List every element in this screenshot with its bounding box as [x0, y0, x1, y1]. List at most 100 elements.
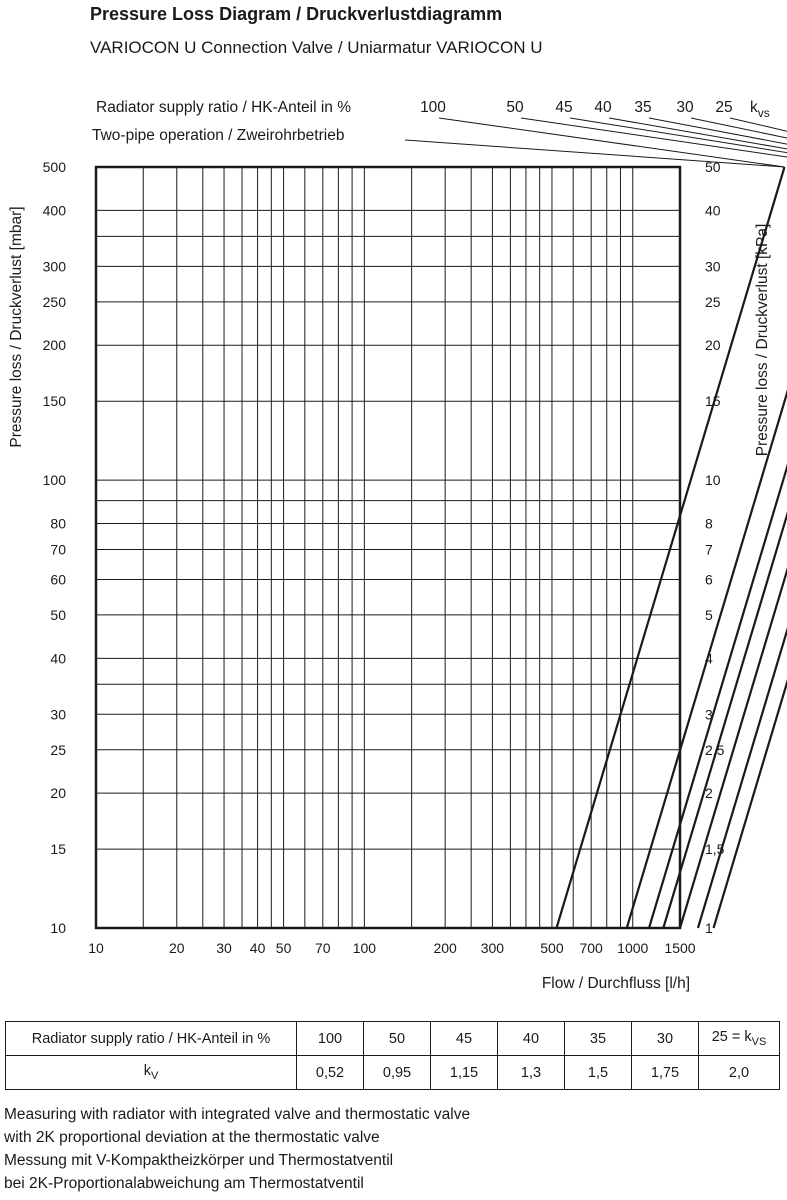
table-cell-kv-30: 1,75: [631, 1055, 699, 1090]
x-tick-label: 1000: [617, 940, 648, 956]
y-tick-label: 15: [50, 841, 66, 857]
leader-line-30: [690, 117, 787, 139]
x-tick-label: 700: [579, 940, 603, 956]
y2-tick-label: 6: [705, 571, 713, 587]
table-cell-kv-100: 0,52: [296, 1055, 364, 1090]
series-label-100: 100: [420, 99, 446, 116]
y-tick-label: 300: [43, 258, 67, 274]
y-tick-label: 100: [43, 472, 67, 488]
y2-tick-label: 30: [705, 258, 721, 274]
y-tick-label: 60: [50, 571, 66, 587]
leader-line-two-pipe: [404, 139, 785, 168]
table-cell-ratio-25: 25 = kVS: [698, 1021, 780, 1056]
leader-line-25: [729, 117, 787, 132]
y2-tick-label: 50: [705, 159, 721, 175]
series-label-40: 40: [594, 99, 612, 116]
series-line-45: [647, 463, 787, 929]
leader-line-45: [569, 117, 787, 154]
series-label-25: 25: [715, 99, 732, 116]
y-tick-label: 25: [50, 742, 66, 758]
series-line-30: [696, 626, 787, 929]
y-axis-title: Pressure loss / Druckverlust [mbar]: [8, 206, 25, 447]
legend-title-line2: Two-pipe operation / Zweirohrbetrieb: [92, 127, 344, 144]
leader-line-50: [520, 117, 787, 158]
x-tick-label: 200: [433, 940, 457, 956]
y2-tick-label: 2,5: [705, 742, 725, 758]
y-tick-label: 30: [50, 706, 66, 722]
y-tick-label: 40: [50, 650, 66, 666]
y-tick-label: 150: [43, 393, 67, 409]
y2-tick-label: 7: [705, 541, 713, 557]
y-tick-label: 250: [43, 294, 67, 310]
x-tick-label: 1500: [664, 940, 695, 956]
x-axis-title: Flow / Durchfluss [l/h]: [542, 975, 690, 992]
note-line: bei 2K-Proportionalabweichung am Thermos…: [4, 1175, 364, 1192]
x-tick-label: 10: [88, 940, 104, 956]
x-tick-label: 300: [481, 940, 505, 956]
y-tick-label: 50: [50, 607, 66, 623]
legend-leader-lines: 100 50 45 40 35 30 25: [404, 99, 787, 168]
series-label-45: 45: [555, 99, 572, 116]
y2-tick-label: 1: [705, 920, 713, 936]
x-tick-label: 500: [540, 940, 564, 956]
chart-title: Pressure Loss Diagram / Druckverlustdiag…: [90, 4, 503, 24]
series-line-40: [662, 511, 787, 929]
y2-tick-label: 15: [705, 393, 721, 409]
leader-line-40: [608, 117, 787, 150]
x-tick-label: 40: [250, 940, 266, 956]
series-line-100: [555, 166, 786, 929]
axis-labels: 10 20 30 40 50 70 100 200 300 500 700 1000 1500 10 1 15…: [43, 159, 725, 956]
table-cell-ratio-50: 50: [363, 1021, 431, 1056]
y-tick-label: 70: [50, 541, 66, 557]
y-tick-label: 400: [43, 202, 67, 218]
pressure-loss-chart: 100 50 45 40 35 30 25 10 20 30 40 50 70 100 200 300 500…: [8, 99, 787, 992]
table-cell-kv-35: 1,5: [564, 1055, 632, 1090]
leader-line-35: [648, 117, 787, 145]
y2-tick-label: 5: [705, 607, 713, 623]
table-row-kv: kV 0,52 0,95 1,15 1,3 1,5 1,75 2,0: [5, 1055, 780, 1090]
x-tick-label: 100: [353, 940, 377, 956]
measurement-notes: Measuring with radiator with integrated …: [4, 1103, 470, 1195]
y2-tick-label: 1,5: [705, 841, 725, 857]
y-tick-label: 10: [50, 920, 66, 936]
y2-tick-label: 25: [705, 294, 721, 310]
table-cell-ratio-45: 45: [430, 1021, 498, 1056]
y-tick-label: 200: [43, 337, 67, 353]
y2-tick-label: 20: [705, 337, 721, 353]
note-line: Messung mit V-Kompaktheizkörper und Ther…: [4, 1152, 394, 1169]
table-cell-kv-50: 0,95: [363, 1055, 431, 1090]
y2-tick-label: 3: [705, 706, 713, 722]
y2-tick-label: 8: [705, 515, 713, 531]
series-line-25: [712, 678, 787, 929]
table-cell-ratio-40: 40: [497, 1021, 565, 1056]
series-line-35: [678, 566, 787, 929]
note-line: Measuring with radiator with integrated …: [4, 1106, 471, 1123]
y-tick-label: 80: [50, 515, 66, 531]
table-cell-ratio-35: 35: [564, 1021, 632, 1056]
table-cell-ratio-100: 100: [296, 1021, 364, 1056]
table-cell-kv-25: 2,0: [698, 1055, 780, 1090]
kvs-label: kvs: [750, 99, 770, 120]
y2-tick-label: 4: [705, 650, 713, 666]
series-line-50: [625, 389, 787, 929]
table-header-kv: kV: [5, 1055, 297, 1090]
y2-tick-label: 2: [705, 785, 713, 801]
table-header-ratio: Radiator supply ratio / HK-Anteil in %: [5, 1021, 297, 1056]
x-tick-label: 30: [216, 940, 232, 956]
series-label-50: 50: [506, 99, 524, 116]
series-label-35: 35: [634, 99, 651, 116]
y-tick-label: 500: [43, 159, 67, 175]
y2-axis-title: Pressure loss / Druckverlust [kPa]: [754, 224, 771, 457]
table-cell-ratio-30: 30: [631, 1021, 699, 1056]
y-tick-label: 20: [50, 785, 66, 801]
note-line: with 2K proportional deviation at the th…: [4, 1129, 380, 1146]
y2-tick-label: 40: [705, 202, 721, 218]
plot-frame: [94, 165, 682, 930]
table-row-ratio: Radiator supply ratio / HK-Anteil in % 1…: [5, 1021, 780, 1056]
y2-tick-label: 10: [705, 472, 721, 488]
x-tick-label: 50: [276, 940, 292, 956]
table-cell-kv-40: 1,3: [497, 1055, 565, 1090]
legend-title-line1: Radiator supply ratio / HK-Anteil in %: [96, 99, 351, 116]
x-tick-label: 20: [169, 940, 185, 956]
x-tick-label: 70: [315, 940, 331, 956]
